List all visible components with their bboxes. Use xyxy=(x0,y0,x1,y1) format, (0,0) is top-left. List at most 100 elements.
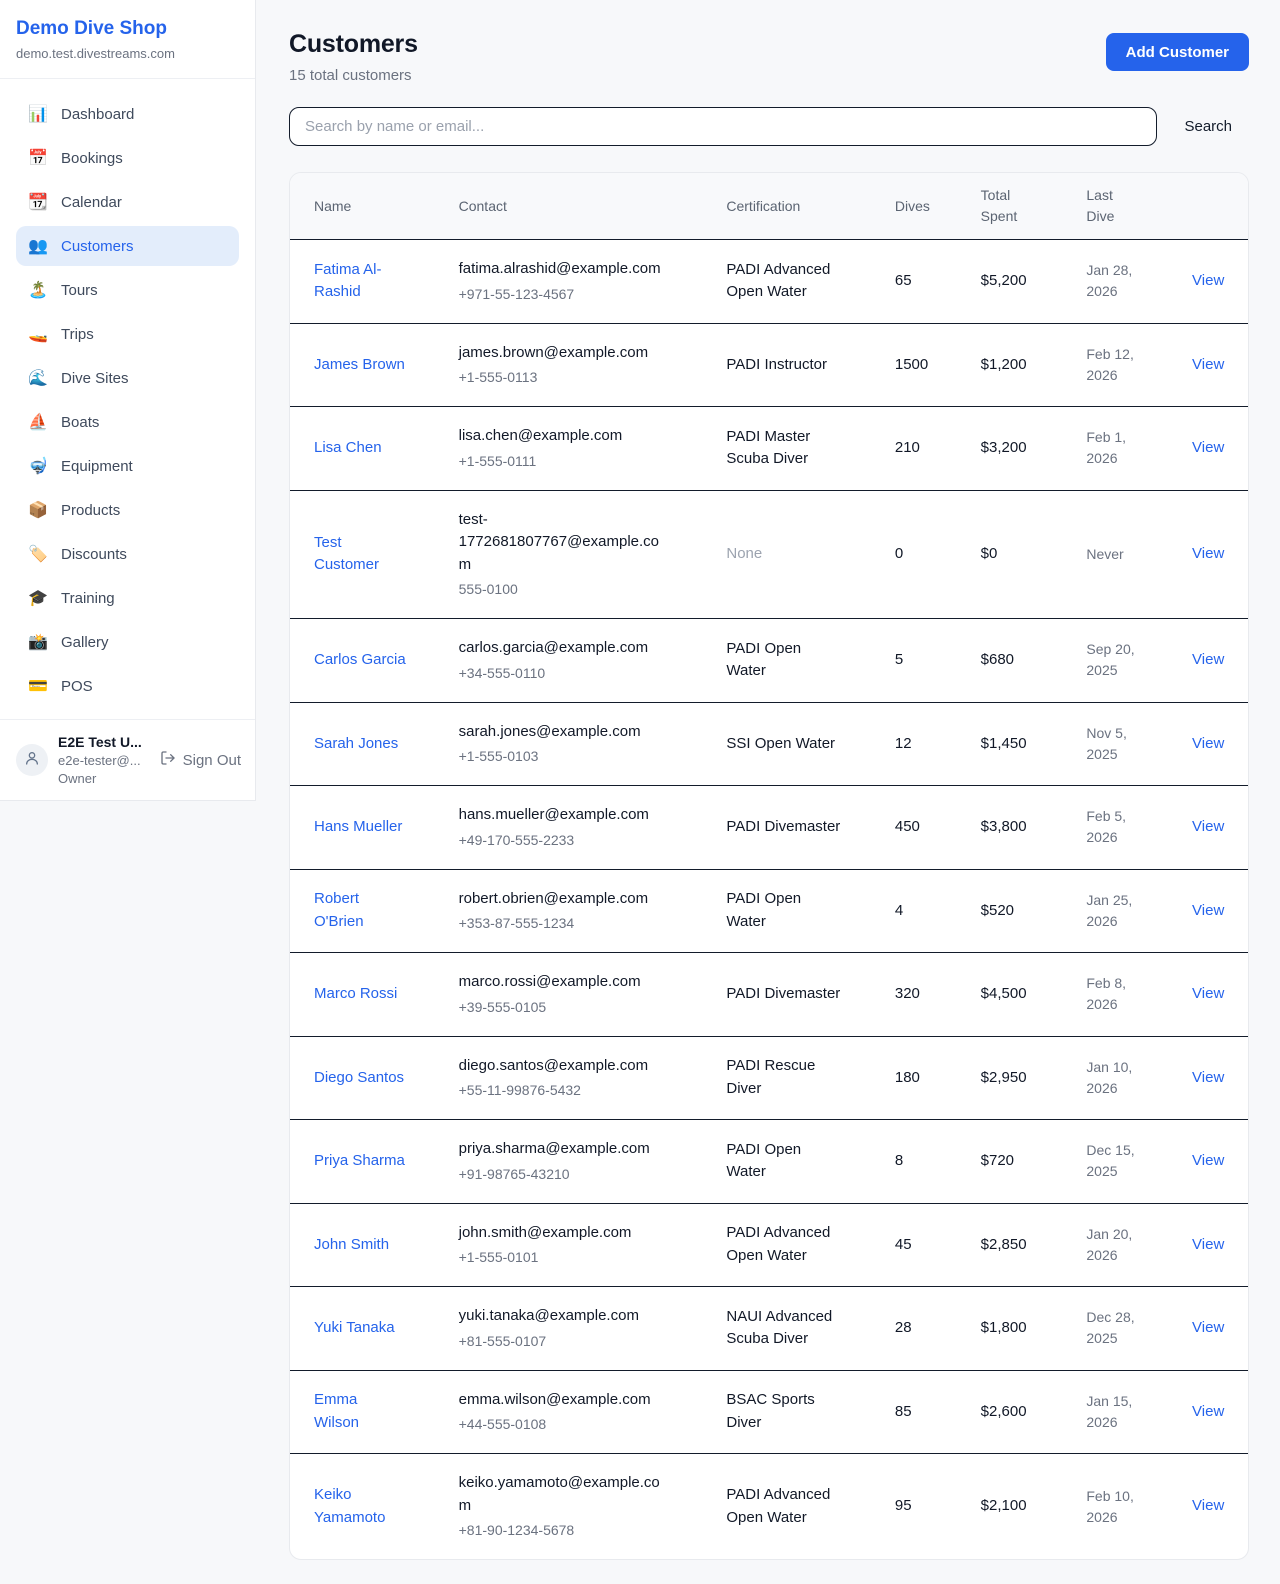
search-button[interactable]: Search xyxy=(1184,118,1232,135)
customer-email: marco.rossi@example.com xyxy=(458,973,641,990)
customer-name-link[interactable]: Diego Santos xyxy=(314,1068,405,1086)
customer-email: hans.mueller@example.com xyxy=(458,806,649,823)
total-spent: $1,800 xyxy=(980,1319,1027,1336)
customer-name-link[interactable]: Hans Mueller xyxy=(314,818,403,835)
customer-name-link[interactable]: Carlos Garcia xyxy=(314,651,406,668)
total-spent: $720 xyxy=(980,1152,1015,1169)
bookings-icon: 📅 xyxy=(28,150,48,167)
certification: PADI Open Water xyxy=(726,1140,802,1181)
sidebar-item-boats[interactable]: ⛵ Boats xyxy=(16,402,239,442)
customer-name-link[interactable]: Lisa Chen xyxy=(314,439,382,456)
user-section: E2E Test U... e2e-tester@... Owner Sign … xyxy=(0,719,255,800)
customer-name-link[interactable]: Yuki Tanaka xyxy=(314,1319,395,1336)
view-link[interactable]: View xyxy=(1192,1152,1225,1169)
customer-name-link[interactable]: Keiko Yamamoto xyxy=(314,1486,386,1526)
table-header-row: Name Contact Certification Dives Total S… xyxy=(290,173,1248,240)
customer-email: emma.wilson@example.com xyxy=(458,1390,651,1408)
user-icon xyxy=(24,750,40,771)
sidebar-item-label: Customers xyxy=(61,237,134,255)
sidebar-item-dive-sites[interactable]: 🌊 Dive Sites xyxy=(16,358,239,398)
sidebar-item-gallery[interactable]: 📸 Gallery xyxy=(16,622,239,662)
total-spent: $2,950 xyxy=(980,1068,1027,1086)
table-row: Diego Santos diego.santos@example.com +5… xyxy=(290,1036,1248,1120)
customer-name-link[interactable]: Sarah Jones xyxy=(314,734,399,752)
sidebar-item-label: Training xyxy=(61,589,115,607)
customer-name-link[interactable]: James Brown xyxy=(314,355,405,373)
customer-name-link[interactable]: Emma Wilson xyxy=(314,1391,360,1431)
view-link[interactable]: View xyxy=(1192,439,1225,456)
customer-name-link[interactable]: John Smith xyxy=(314,1235,390,1253)
view-link[interactable]: View xyxy=(1192,355,1225,373)
sidebar-item-customers[interactable]: 👥 Customers xyxy=(16,226,239,266)
last-dive: Never xyxy=(1086,545,1124,562)
total-spent: $0 xyxy=(980,545,998,562)
customer-email: sarah.jones@example.com xyxy=(458,722,641,740)
view-link[interactable]: View xyxy=(1192,545,1225,562)
view-link[interactable]: View xyxy=(1192,818,1225,835)
add-customer-button[interactable]: Add Customer xyxy=(1105,33,1249,71)
view-link[interactable]: View xyxy=(1192,734,1225,752)
last-dive: Jan 28, 2026 xyxy=(1086,262,1133,300)
view-link[interactable]: View xyxy=(1192,1402,1225,1420)
customer-name-link[interactable]: Test Customer xyxy=(314,533,380,574)
sidebar-item-label: Products xyxy=(61,501,121,519)
column-header-total-spent: Total Spent xyxy=(968,173,1075,240)
column-header-actions xyxy=(1180,173,1248,240)
sidebar-item-label: Equipment xyxy=(61,457,133,475)
sidebar-item-dashboard[interactable]: 📊 Dashboard xyxy=(16,94,239,134)
sidebar-item-equipment[interactable]: 🤿 Equipment xyxy=(16,446,239,486)
customer-count: 15 total customers xyxy=(289,67,412,84)
table-row: Test Customer test-1772681807767@example… xyxy=(290,490,1248,619)
sign-out-button[interactable]: Sign Out xyxy=(160,750,241,770)
view-link[interactable]: View xyxy=(1192,1235,1225,1253)
customer-name-link[interactable]: Marco Rossi xyxy=(314,985,398,1002)
search-input[interactable] xyxy=(289,107,1158,146)
dives-count: 320 xyxy=(894,985,920,1002)
equipment-icon: 🤿 xyxy=(28,458,48,475)
certification: PADI Advanced Open Water xyxy=(726,1224,831,1264)
certification: BSAC Sports Diver xyxy=(726,1391,815,1431)
pos-icon: 💳 xyxy=(28,678,48,695)
customer-name-link[interactable]: Fatima Al-Rashid xyxy=(314,260,382,301)
table-row: Robert O'Brien robert.obrien@example.com… xyxy=(290,869,1248,953)
certification: PADI Instructor xyxy=(726,355,827,373)
training-icon: 🎓 xyxy=(28,590,48,607)
sidebar-item-bookings[interactable]: 📅 Bookings xyxy=(16,138,239,178)
view-link[interactable]: View xyxy=(1192,1319,1225,1336)
customer-name-link[interactable]: Priya Sharma xyxy=(314,1152,405,1169)
customer-phone: +971-55-123-4567 xyxy=(458,285,575,302)
view-link[interactable]: View xyxy=(1192,985,1225,1002)
sidebar-item-training[interactable]: 🎓 Training xyxy=(16,578,239,618)
sidebar: Demo Dive Shop demo.test.divestreams.com… xyxy=(0,0,256,801)
dashboard-icon: 📊 xyxy=(28,106,48,123)
column-header-last-dive: Last Dive xyxy=(1074,173,1181,240)
sidebar-item-calendar[interactable]: 📆 Calendar xyxy=(16,182,239,222)
sidebar-item-trips[interactable]: 🚤 Trips xyxy=(16,314,239,354)
dives-count: 45 xyxy=(894,1235,912,1253)
view-link[interactable]: View xyxy=(1192,1497,1225,1515)
view-link[interactable]: View xyxy=(1192,901,1225,919)
customer-phone: +34-555-0110 xyxy=(458,664,546,681)
customer-phone: +353-87-555-1234 xyxy=(458,915,575,931)
sidebar-item-discounts[interactable]: 🏷️ Discounts xyxy=(16,534,239,574)
page-header: Customers 15 total customers Add Custome… xyxy=(289,30,1249,84)
sidebar-item-pos[interactable]: 💳 POS xyxy=(16,666,239,706)
main-content: Customers 15 total customers Add Custome… xyxy=(256,0,1280,1584)
view-link[interactable]: View xyxy=(1192,651,1225,668)
dive-sites-icon: 🌊 xyxy=(28,370,48,387)
view-link[interactable]: View xyxy=(1192,272,1225,289)
table-row: Priya Sharma priya.sharma@example.com +9… xyxy=(290,1120,1248,1203)
shop-name[interactable]: Demo Dive Shop xyxy=(16,18,167,39)
last-dive: Jan 15, 2026 xyxy=(1086,1392,1133,1430)
last-dive: Sep 20, 2025 xyxy=(1086,641,1135,679)
sidebar-item-products[interactable]: 📦 Products xyxy=(16,490,239,530)
customer-phone: +39-555-0105 xyxy=(458,998,547,1015)
search-row: Search xyxy=(289,107,1249,146)
last-dive: Feb 1, 2026 xyxy=(1086,429,1127,467)
customer-name-link[interactable]: Robert O'Brien xyxy=(314,890,364,930)
dives-count: 28 xyxy=(894,1319,912,1336)
sidebar-item-tours[interactable]: 🏝️ Tours xyxy=(16,270,239,310)
view-link[interactable]: View xyxy=(1192,1068,1225,1086)
certification: PADI Open Water xyxy=(726,639,802,680)
customer-phone: +49-170-555-2233 xyxy=(458,831,575,848)
